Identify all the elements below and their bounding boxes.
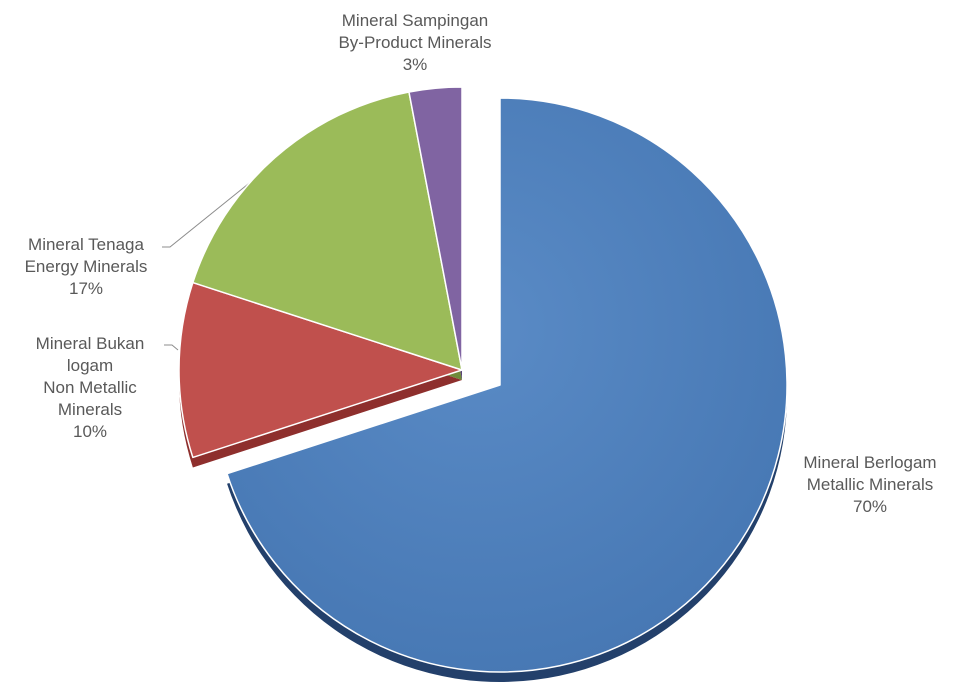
label-byproduct-ms: Mineral Sampingan <box>341 11 489 30</box>
label-byproduct-value: 3% <box>402 55 428 74</box>
label-metallic-en: Metallic Minerals <box>806 475 934 494</box>
label-energy: Mineral Tenaga Energy Minerals 17% <box>0 234 172 300</box>
label-metallic: Mineral Berlogam Metallic Minerals 70% <box>780 452 960 518</box>
label-nonmetallic-en-2: Minerals <box>57 400 123 419</box>
label-byproduct-en: By-Product Minerals <box>338 33 492 52</box>
leader-line-energy <box>162 159 279 248</box>
label-metallic-value: 70% <box>852 497 888 516</box>
leader-line-nonmetallic <box>164 344 179 351</box>
label-energy-en: Energy Minerals <box>24 257 148 276</box>
pie-slice-energy <box>192 91 463 371</box>
label-nonmetallic: Mineral Bukan logam Non Metallic Mineral… <box>14 333 166 443</box>
pie-slice-nonmetallic <box>178 281 463 459</box>
label-energy-ms: Mineral Tenaga <box>28 235 144 254</box>
label-nonmetallic-value: 10% <box>72 422 108 441</box>
label-nonmetallic-en-1: Non Metallic <box>43 378 137 397</box>
pie-slice-metallic <box>226 97 788 673</box>
label-energy-value: 17% <box>68 279 104 298</box>
label-metallic-ms: Mineral Berlogam <box>803 453 937 472</box>
label-nonmetallic-ms-2: logam <box>66 356 114 375</box>
pie-slice-byproduct <box>408 86 463 371</box>
label-byproduct: Mineral Sampingan By-Product Minerals 3% <box>310 10 520 76</box>
label-nonmetallic-ms-1: Mineral Bukan <box>35 334 145 353</box>
